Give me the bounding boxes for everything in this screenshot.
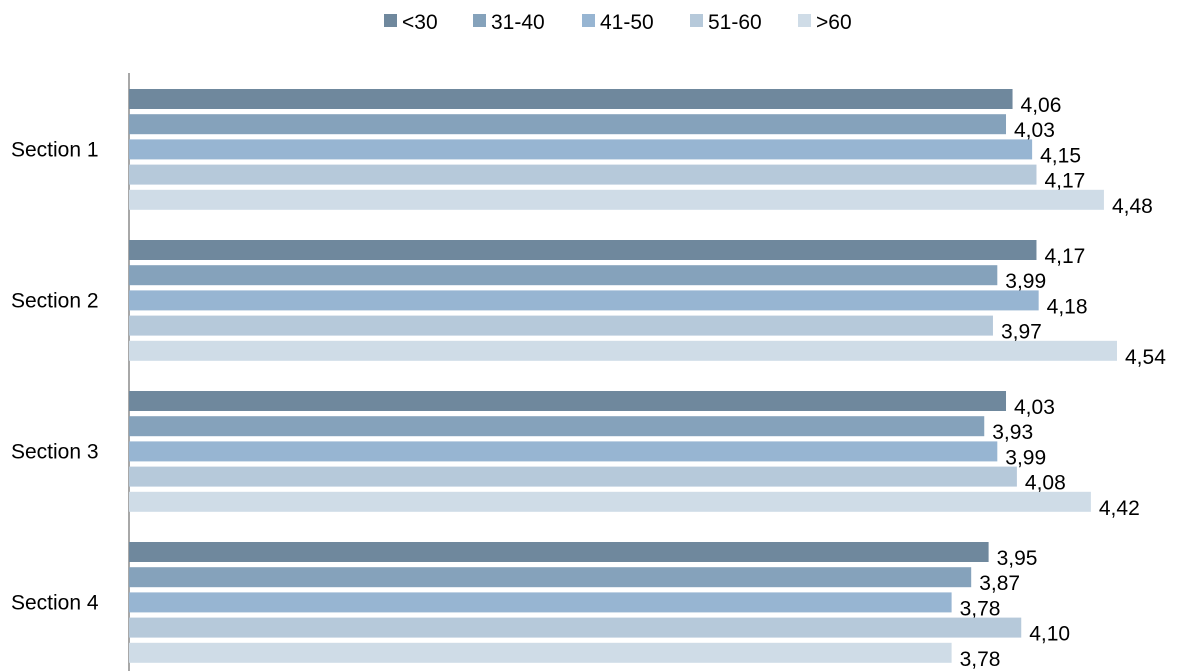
- legend-swatch-3: [582, 14, 595, 27]
- legend-label-2: 31-40: [491, 11, 545, 34]
- bar-section-2-series-5: [129, 340, 1117, 361]
- bars: 4,064,034,154,174,484,173,994,183,974,54…: [129, 89, 1166, 671]
- category-label-section-1: Section 1: [11, 138, 99, 161]
- bar-section-4-series-2: [129, 567, 972, 588]
- bar-section-3-series-4: [129, 466, 1017, 487]
- legend-label-4: 51-60: [708, 11, 762, 34]
- category-label-section-2: Section 2: [11, 289, 99, 312]
- legend-swatch-1: [384, 14, 397, 27]
- legend-label-1: <30: [402, 11, 438, 34]
- bar-section-1-series-4: [129, 164, 1037, 185]
- data-label-section-3-series-3: 3,99: [1005, 446, 1046, 469]
- bar-section-4-series-5: [129, 642, 952, 663]
- bar-section-4-series-4: [129, 617, 1022, 638]
- legend-swatch-2: [473, 14, 486, 27]
- data-label-section-4-series-5: 3,78: [960, 648, 1001, 671]
- category-label-section-3: Section 3: [11, 440, 99, 463]
- bar-section-2-series-4: [129, 315, 993, 336]
- bar-section-3-series-3: [129, 441, 998, 462]
- bar-section-1-series-1: [129, 89, 1013, 109]
- data-label-section-3-series-4: 4,08: [1025, 472, 1066, 495]
- data-label-section-4-series-1: 3,95: [997, 547, 1038, 570]
- data-label-section-1-series-1: 4,06: [1021, 94, 1062, 117]
- bar-section-3-series-5: [129, 491, 1091, 512]
- data-label-section-2-series-2: 3,99: [1005, 270, 1046, 293]
- data-label-section-4-series-4: 4,10: [1029, 623, 1070, 646]
- data-label-section-1-series-4: 4,17: [1044, 170, 1085, 193]
- bar-section-3-series-1: [129, 391, 1007, 411]
- data-label-section-1-series-5: 4,48: [1112, 195, 1153, 218]
- legend-label-3: 41-50: [600, 11, 654, 34]
- data-label-section-2-series-4: 3,97: [1001, 321, 1042, 344]
- bar-section-4-series-3: [129, 592, 952, 613]
- data-label-section-2-series-3: 4,18: [1047, 295, 1088, 318]
- legend-swatch-5: [798, 14, 811, 27]
- data-label-section-1-series-2: 4,03: [1014, 119, 1055, 142]
- data-label-section-3-series-1: 4,03: [1014, 396, 1055, 419]
- data-label-section-4-series-3: 3,78: [960, 597, 1001, 620]
- bar-section-3-series-2: [129, 416, 985, 437]
- bar-section-4-series-1: [129, 542, 989, 562]
- bar-section-2-series-3: [129, 290, 1039, 311]
- legend-swatch-4: [690, 14, 703, 27]
- bar-section-1-series-2: [129, 114, 1007, 135]
- legend-label-5: >60: [816, 11, 852, 34]
- data-label-section-3-series-5: 4,42: [1099, 497, 1140, 520]
- data-label-section-1-series-3: 4,15: [1040, 144, 1081, 167]
- bar-section-1-series-5: [129, 189, 1104, 210]
- data-label-section-2-series-5: 4,54: [1125, 346, 1166, 369]
- legend: <30 31-40 41-50 51-60 >60: [384, 11, 852, 34]
- bar-section-1-series-3: [129, 139, 1033, 160]
- category-labels: Section 1 Section 2 Section 3 Section 4: [11, 138, 99, 614]
- data-label-section-3-series-2: 3,93: [992, 421, 1033, 444]
- bar-section-2-series-2: [129, 265, 998, 286]
- data-label-section-4-series-2: 3,87: [979, 572, 1020, 595]
- category-label-section-4: Section 4: [11, 591, 99, 614]
- data-label-section-2-series-1: 4,17: [1044, 245, 1085, 268]
- bar-section-2-series-1: [129, 240, 1037, 260]
